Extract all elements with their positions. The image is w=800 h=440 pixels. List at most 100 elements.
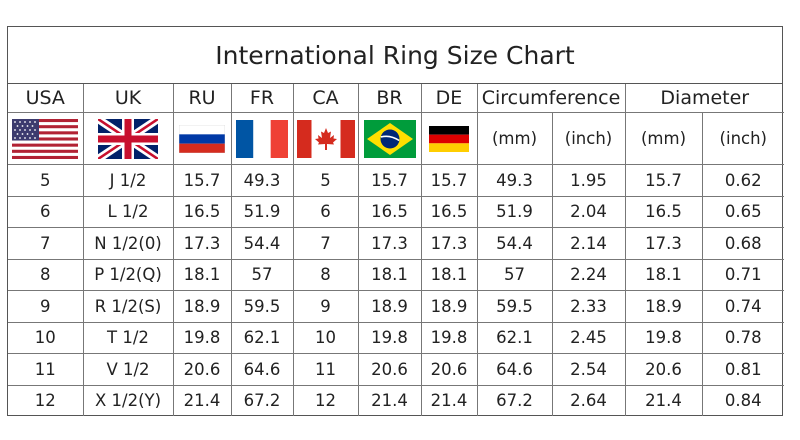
russia-flag-cell	[172, 112, 232, 165]
header-circumference: Circumference	[476, 84, 626, 113]
usa-flag-cell	[8, 112, 84, 165]
uk-size-cell: R 1/2(S)	[82, 290, 174, 323]
usa-size-cell: 9	[8, 290, 84, 323]
br-size-cell: 15.7	[357, 164, 422, 197]
circumference-inch-cell: 2.24	[551, 258, 626, 291]
fr-size-cell: 59.5	[230, 290, 294, 323]
diameter-inch-cell: 0.78	[701, 321, 785, 354]
ca-size-cell: 12	[292, 384, 359, 416]
diameter-mm-cell: 18.1	[624, 258, 703, 291]
ru-size-cell: 19.8	[172, 321, 232, 354]
russia-flag-icon	[179, 124, 225, 153]
de-size-cell: 21.4	[420, 384, 478, 416]
circumference-mm-cell: 62.1	[476, 321, 553, 354]
fr-size-cell: 54.4	[230, 227, 294, 260]
ca-size-cell: 8	[292, 258, 359, 291]
ru-size-cell: 15.7	[172, 164, 232, 197]
header-br: BR	[357, 84, 422, 113]
canada-flag-icon	[296, 119, 355, 158]
usa-size-cell: 12	[8, 384, 84, 416]
br-size-cell: 17.3	[357, 227, 422, 260]
brazil-flag-cell	[357, 112, 422, 165]
ca-size-cell: 5	[292, 164, 359, 197]
diameter-mm-cell: 19.8	[624, 321, 703, 354]
br-size-cell: 18.1	[357, 258, 422, 291]
circumference-mm-cell: 51.9	[476, 195, 553, 228]
br-size-cell: 19.8	[357, 321, 422, 354]
ca-size-cell: 10	[292, 321, 359, 354]
circumference-inch-cell: 2.33	[551, 290, 626, 323]
diameter-mm-cell: 17.3	[624, 227, 703, 260]
diameter-inch-cell: 0.74	[701, 290, 785, 323]
circumference-mm-cell: 67.2	[476, 384, 553, 416]
uk-size-cell: J 1/2	[82, 164, 174, 197]
flag-row: (mm) (inch) (mm) (inch)	[8, 112, 785, 165]
usa-size-cell: 6	[8, 195, 84, 228]
diameter-inch-cell: 0.71	[701, 258, 785, 291]
circumference-mm-cell: 57	[476, 258, 553, 291]
de-size-cell: 19.8	[420, 321, 478, 354]
ru-size-cell: 21.4	[172, 384, 232, 416]
fr-size-cell: 67.2	[230, 384, 294, 416]
circumference-mm-cell: 49.3	[476, 164, 553, 197]
germany-flag-icon	[429, 125, 469, 152]
diameter-inch-unit: (inch)	[701, 112, 785, 165]
diameter-inch-cell: 0.68	[701, 227, 785, 260]
ru-size-cell: 16.5	[172, 195, 232, 228]
uk-size-cell: V 1/2	[82, 353, 174, 386]
usa-size-cell: 8	[8, 258, 84, 291]
header-fr: FR	[230, 84, 294, 113]
br-size-cell: 21.4	[357, 384, 422, 416]
usa-size-cell: 7	[8, 227, 84, 260]
ring-size-table: USA UK RU FR CA BR DE Circumference Diam…	[8, 84, 785, 416]
circumference-mm-cell: 64.6	[476, 353, 553, 386]
header-uk: UK	[82, 84, 174, 113]
de-size-cell: 18.9	[420, 290, 478, 323]
diameter-mm-cell: 15.7	[624, 164, 703, 197]
ru-size-cell: 18.1	[172, 258, 232, 291]
uk-size-cell: X 1/2(Y)	[82, 384, 174, 416]
ru-size-cell: 17.3	[172, 227, 232, 260]
usa-size-cell: 5	[8, 164, 84, 197]
canada-flag-cell	[292, 112, 359, 165]
diameter-inch-cell: 0.81	[701, 353, 785, 386]
ca-size-cell: 6	[292, 195, 359, 228]
circumference-inch-unit: (inch)	[551, 112, 626, 165]
circumference-mm-unit: (mm)	[476, 112, 553, 165]
fr-size-cell: 62.1	[230, 321, 294, 354]
diameter-mm-unit: (mm)	[624, 112, 703, 165]
de-size-cell: 15.7	[420, 164, 478, 197]
brazil-flag-icon	[363, 119, 416, 158]
de-size-cell: 16.5	[420, 195, 478, 228]
header-row: USA UK RU FR CA BR DE Circumference Diam…	[8, 84, 785, 113]
header-ru: RU	[172, 84, 232, 113]
circumference-inch-cell: 2.04	[551, 195, 626, 228]
usa-size-cell: 11	[8, 353, 84, 386]
table-row: 12 X 1/2(Y) 21.4 67.2 12 21.4 21.4 67.2 2.64 21.4…	[8, 384, 785, 416]
diameter-inch-cell: 0.65	[701, 195, 785, 228]
france-flag-cell	[230, 112, 294, 165]
header-diameter: Diameter	[624, 84, 785, 113]
ring-size-chart: International Ring Size Chart USA UK RU …	[7, 26, 785, 416]
br-size-cell: 18.9	[357, 290, 422, 323]
fr-size-cell: 57	[230, 258, 294, 291]
france-flag-icon	[236, 119, 288, 158]
uk-flag-icon	[98, 118, 158, 159]
circumference-mm-cell: 54.4	[476, 227, 553, 260]
germany-flag-cell	[420, 112, 478, 165]
uk-size-cell: T 1/2	[82, 321, 174, 354]
de-size-cell: 17.3	[420, 227, 478, 260]
table-row: 11 V 1/2 20.6 64.6 11 20.6 20.6 64.6 2.54 20.6 0.8…	[8, 353, 785, 386]
ca-size-cell: 7	[292, 227, 359, 260]
uk-size-cell: L 1/2	[82, 195, 174, 228]
de-size-cell: 20.6	[420, 353, 478, 386]
br-size-cell: 16.5	[357, 195, 422, 228]
ca-size-cell: 11	[292, 353, 359, 386]
circumference-inch-cell: 1.95	[551, 164, 626, 197]
diameter-mm-cell: 20.6	[624, 353, 703, 386]
circumference-mm-cell: 59.5	[476, 290, 553, 323]
